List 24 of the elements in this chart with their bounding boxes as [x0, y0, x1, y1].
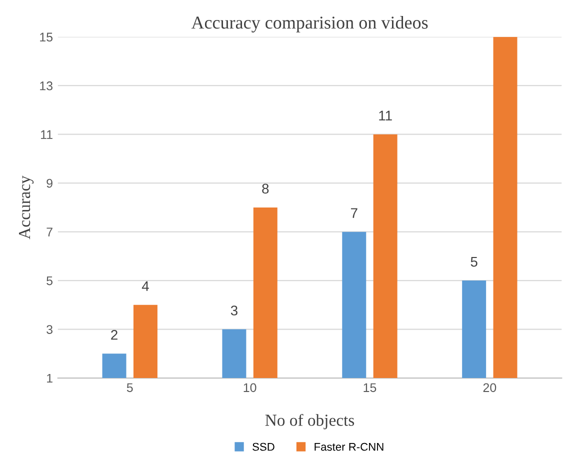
data-label: 2	[111, 330, 118, 340]
y-tick-label: 13	[40, 81, 52, 90]
y-tick-label: 5	[46, 276, 53, 286]
x-tick-label: 10	[244, 383, 256, 392]
x-axis-title: No of objects	[265, 414, 354, 430]
legend-label: Faster R-CNN	[314, 442, 384, 451]
x-tick-label: 20	[483, 383, 496, 392]
y-tick-label: 9	[46, 178, 52, 188]
data-label: 5	[470, 257, 478, 267]
data-label: 3	[230, 306, 238, 316]
chart-title: Accuracy comparision on videos	[191, 16, 428, 32]
x-tick-label: 5	[126, 383, 133, 392]
data-label: 8	[262, 184, 269, 194]
y-tick-label: 1	[47, 374, 52, 383]
x-tick-label: 15	[364, 383, 376, 392]
y-tick-label: 3	[46, 325, 52, 334]
data-label: 4	[142, 281, 149, 291]
y-tick-label: 7	[46, 228, 52, 236]
y-tick-label: 11	[41, 130, 52, 139]
y-axis-title: Accuracy	[18, 176, 34, 240]
y-tick-label: 15	[40, 32, 53, 42]
legend-label: SSD	[252, 442, 274, 451]
data-label: 11	[379, 110, 392, 120]
data-label: 7	[350, 208, 358, 218]
